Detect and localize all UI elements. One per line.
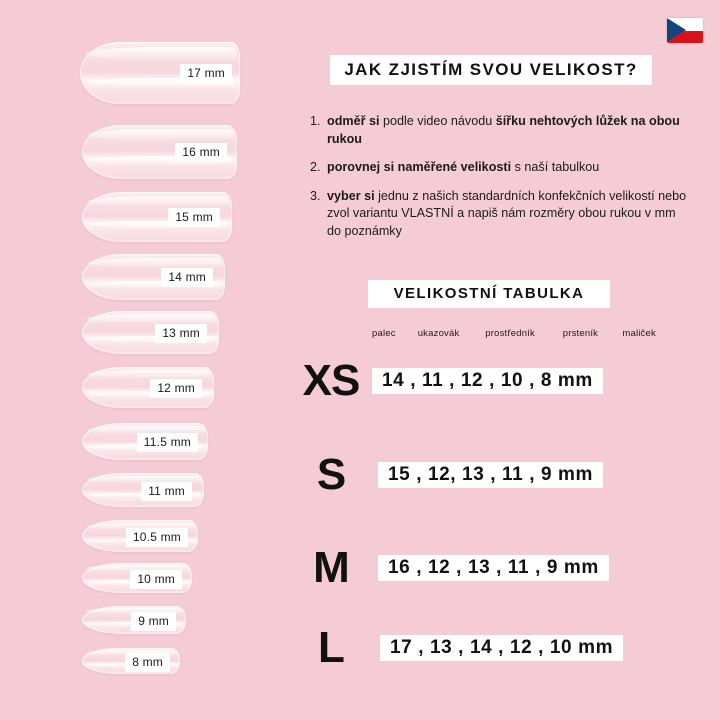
finger-label-prostrednik: prostředník bbox=[485, 328, 535, 339]
nail-tip-label: 9 mm bbox=[131, 612, 176, 631]
nail-tip-row: 11.5 mm bbox=[82, 423, 208, 460]
step-number: 1. bbox=[310, 114, 321, 128]
info-panel: JAK ZJISTÍM SVOU VELIKOST? 1. odměř si p… bbox=[300, 0, 720, 720]
nail-tip-row: 11 mm bbox=[82, 473, 204, 507]
nail-tip-label: 15 mm bbox=[168, 208, 220, 227]
instruction-step-2: 2. porovnej si naměřené velikosti s naší… bbox=[310, 159, 690, 177]
finger-label-ukazovak: ukazovák bbox=[417, 328, 460, 339]
nail-tip-label: 13 mm bbox=[155, 324, 207, 343]
size-row-s: S 15 , 12, 13 , 11 , 9 mm bbox=[300, 450, 720, 499]
nail-tip-row: 8 mm bbox=[82, 648, 180, 674]
instruction-step-1: 1. odměř si podle video návodu šířku neh… bbox=[310, 113, 690, 148]
step-bold-mid: šířku nehtových lůžek na obou rukou bbox=[327, 114, 680, 146]
size-values: 15 , 12, 13 , 11 , 9 mm bbox=[378, 462, 603, 488]
nail-tip-label: 14 mm bbox=[161, 268, 213, 287]
size-letter: S bbox=[316, 450, 346, 499]
step-bold-lead: odměř si bbox=[327, 114, 380, 128]
nail-tip-row: 9 mm bbox=[82, 606, 186, 634]
size-values: 17 , 13 , 14 , 12 , 10 mm bbox=[380, 635, 624, 661]
step-text: porovnej si naměřené velikosti s naší ta… bbox=[327, 159, 690, 177]
nail-tip-row: 17 mm bbox=[80, 42, 240, 104]
size-letter: XS bbox=[302, 356, 361, 405]
size-values: 16 , 12 , 13 , 11 , 9 mm bbox=[378, 555, 609, 581]
nail-tip-row: 10.5 mm bbox=[82, 520, 198, 552]
finger-header-row: palec ukazovák prostředník prsteník mali… bbox=[372, 328, 672, 339]
size-row-l: L 17 , 13 , 14 , 12 , 10 mm bbox=[300, 623, 720, 672]
nail-tip-label: 11.5 mm bbox=[136, 433, 198, 452]
instruction-step-3: 3. vyber si jednu z našich standardních … bbox=[310, 188, 690, 241]
finger-label-prstenik: prsteník bbox=[562, 328, 599, 339]
nail-tip-row: 14 mm bbox=[82, 254, 225, 300]
nail-tip-size-chart: 17 mm 16 mm 15 mm 14 mm 13 mm 12 mm 11.5… bbox=[0, 0, 300, 720]
step-text: odměř si podle video návodu šířku nehtov… bbox=[327, 113, 690, 148]
finger-label-palec: palec bbox=[372, 328, 396, 339]
nail-tip-label: 11 mm bbox=[141, 482, 192, 501]
size-letter: L bbox=[318, 623, 345, 672]
step-bold-lead: vyber si bbox=[327, 188, 375, 203]
nail-tip-shape bbox=[80, 42, 240, 104]
step-bold-lead: porovnej si naměřené velikosti bbox=[327, 160, 512, 174]
step-number: 3. bbox=[310, 188, 321, 203]
finger-label-malicek: maliček bbox=[622, 328, 656, 339]
czech-republic-flag-icon bbox=[667, 18, 703, 43]
nail-tip-label: 12 mm bbox=[150, 379, 202, 398]
nail-tip-label: 10 mm bbox=[130, 570, 182, 589]
nail-tip-label: 17 mm bbox=[180, 64, 232, 83]
page-title: JAK ZJISTÍM SVOU VELIKOST? bbox=[330, 55, 652, 85]
nail-tip-row: 12 mm bbox=[82, 367, 214, 408]
step-text: vyber si jednu z našich standardních kon… bbox=[327, 188, 690, 241]
nail-tip-row: 13 mm bbox=[82, 311, 219, 354]
step-rest: podle video návodu bbox=[379, 114, 496, 128]
instructions-list: 1. odměř si podle video návodu šířku neh… bbox=[310, 113, 690, 251]
nail-tip-row: 16 mm bbox=[82, 125, 237, 179]
size-row-xs: XS 14 , 11 , 12 , 10 , 8 mm bbox=[300, 356, 720, 405]
nail-tip-label: 8 mm bbox=[125, 653, 170, 672]
step-number: 2. bbox=[310, 160, 321, 174]
size-row-m: M 16 , 12 , 13 , 11 , 9 mm bbox=[300, 543, 720, 592]
nail-tip-label: 10.5 mm bbox=[125, 528, 188, 547]
nail-tip-row: 10 mm bbox=[82, 563, 192, 593]
step-rest: jednu z našich standardních konfekčních … bbox=[327, 188, 687, 238]
nail-tip-label: 16 mm bbox=[175, 143, 227, 162]
step-rest: s naší tabulkou bbox=[511, 160, 600, 174]
nail-tip-row: 15 mm bbox=[82, 192, 232, 242]
size-table-title: VELIKOSTNÍ TABULKA bbox=[368, 280, 610, 308]
size-letter: M bbox=[313, 543, 350, 592]
size-values: 14 , 11 , 12 , 10 , 8 mm bbox=[372, 368, 603, 394]
flag-blue-triangle bbox=[667, 18, 686, 42]
